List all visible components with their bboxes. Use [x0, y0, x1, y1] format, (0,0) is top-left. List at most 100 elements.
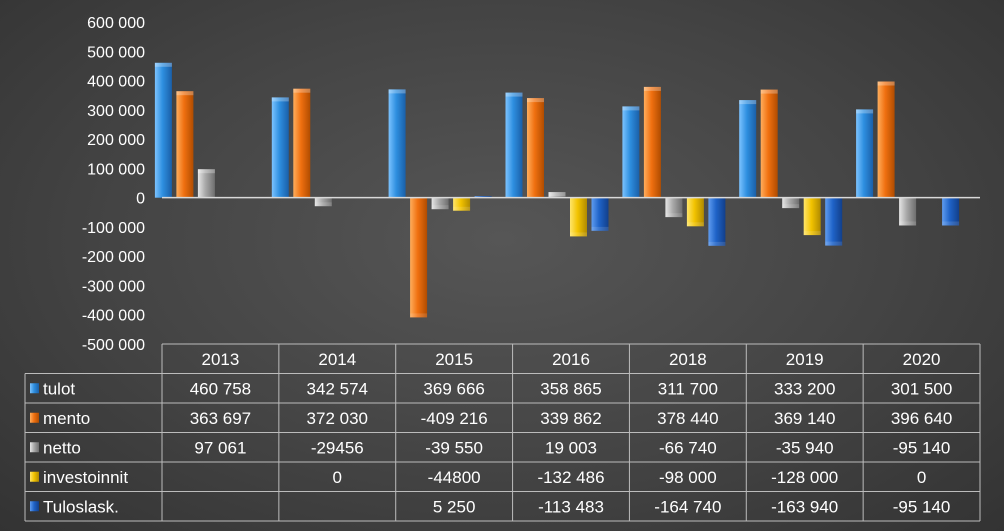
- bar-netto-2016: [548, 192, 566, 198]
- bar-netto-2020: [899, 197, 917, 226]
- y-tick-label: -400 000: [82, 308, 145, 325]
- bar-bevel: [856, 109, 874, 114]
- bar-mento-2014: [293, 88, 311, 198]
- data-label: 369 666: [423, 379, 484, 398]
- bars-group: [154, 62, 960, 318]
- category-label: 2015: [435, 350, 473, 369]
- bar-tulot-2013: [154, 62, 172, 198]
- bar-mento-2013: [176, 91, 194, 198]
- data-label: 333 200: [774, 379, 835, 398]
- category-label: 2016: [552, 350, 590, 369]
- data-label: -128 000: [771, 468, 838, 487]
- data-label: 97 061: [194, 438, 246, 457]
- bar-bevel: [942, 221, 960, 226]
- bar-tuloslask-2019: [825, 197, 843, 246]
- y-tick-label: 400 000: [87, 74, 145, 91]
- y-tick-label: -200 000: [82, 249, 145, 266]
- category-label: 2013: [202, 350, 240, 369]
- bar-tuloslask-2015: [474, 196, 492, 198]
- bar-bevel: [643, 86, 661, 91]
- y-tick-label: 200 000: [87, 132, 145, 149]
- bar-tulot-2018: [622, 106, 640, 198]
- data-label: 0: [917, 468, 926, 487]
- bar-bevel: [548, 192, 566, 197]
- legend-key-tulot: [30, 383, 39, 394]
- data-label: 339 862: [540, 409, 601, 428]
- data-label: 342 574: [307, 379, 368, 398]
- bar-bevel: [431, 205, 449, 210]
- bar-tulot-2016: [505, 92, 523, 198]
- data-label: -39 550: [425, 438, 483, 457]
- data-label: -164 740: [654, 497, 721, 516]
- bar-bevel: [271, 97, 289, 102]
- category-label: 2020: [903, 350, 941, 369]
- bar-tulot-2020: [856, 109, 874, 198]
- bar-bevel: [591, 226, 609, 231]
- bar-bevel: [782, 204, 800, 209]
- legend-key-netto: [30, 442, 39, 453]
- y-tick-label: 0: [136, 191, 145, 208]
- data-label: 311 700: [658, 379, 718, 398]
- y-tick-label: 600 000: [87, 15, 145, 32]
- data-label: -66 740: [659, 438, 717, 457]
- y-tick-label: 500 000: [87, 44, 145, 61]
- y-tick-label: 100 000: [87, 161, 145, 178]
- data-label: -35 940: [776, 438, 834, 457]
- bar-tuloslask-2018: [708, 197, 726, 246]
- bar-investoinnit-2019: [803, 197, 821, 236]
- data-label: 0: [333, 468, 342, 487]
- bar-bevel: [154, 62, 172, 67]
- bar-bevel: [877, 81, 895, 86]
- data-label: -95 140: [893, 438, 951, 457]
- legend-key-investoinnit: [30, 471, 39, 482]
- bar-netto-2019: [782, 197, 800, 209]
- data-label: 396 640: [891, 409, 952, 428]
- legend-key-mento: [30, 412, 39, 423]
- bar-bevel: [622, 106, 640, 111]
- bar-bevel: [665, 213, 683, 218]
- series-name: tulot: [43, 379, 75, 398]
- bar-netto-2015: [431, 197, 449, 210]
- series-name: Tuloslask.: [43, 497, 119, 516]
- bar-bevel: [760, 89, 778, 94]
- y-tick-label: 300 000: [87, 103, 145, 120]
- bar-tuloslask-2016: [591, 197, 609, 231]
- data-label: 378 440: [657, 409, 718, 428]
- data-label: -95 140: [893, 497, 951, 516]
- bar-mento-2018: [643, 86, 661, 198]
- y-axis: 600 000 500 000 400 000 300 000 200 000 100 0…: [82, 15, 145, 354]
- bar-bevel: [293, 88, 311, 93]
- bar-bevel: [314, 202, 332, 207]
- bar-netto-2018: [665, 197, 683, 218]
- data-label: 460 758: [190, 379, 251, 398]
- bar-bevel: [410, 313, 428, 318]
- bar-bevel: [176, 91, 194, 96]
- data-label: -29456: [311, 438, 364, 457]
- bar-investoinnit-2016: [570, 197, 587, 237]
- bar-netto-2014: [314, 197, 332, 207]
- data-label: 369 140: [774, 409, 835, 428]
- data-label: -163 940: [771, 497, 838, 516]
- bar-bevel: [505, 92, 523, 97]
- y-tick-label: -300 000: [82, 278, 145, 295]
- bar-bevel: [825, 241, 843, 246]
- bar-investoinnit-2018: [686, 197, 704, 227]
- data-label: -409 216: [421, 409, 488, 428]
- legend-key-tuloslask: [30, 501, 39, 512]
- bar-mento-2015: [410, 197, 428, 318]
- bar-bevel: [388, 89, 406, 94]
- y-tick-label: -100 000: [82, 220, 145, 237]
- category-label: 2014: [318, 350, 356, 369]
- data-label: -98 000: [659, 468, 717, 487]
- bar-bevel: [739, 100, 757, 105]
- data-label: -44800: [428, 468, 481, 487]
- y-tick-label: -500 000: [82, 337, 145, 354]
- data-label: 5 250: [433, 497, 476, 516]
- series-name: investoinnit: [43, 468, 128, 487]
- bar-mento-2016: [527, 98, 544, 198]
- bar-bevel: [197, 169, 215, 174]
- bar-tuloslask-2020: [942, 197, 960, 226]
- data-label: 301 500: [891, 379, 952, 398]
- data-label: -113 483: [538, 497, 604, 516]
